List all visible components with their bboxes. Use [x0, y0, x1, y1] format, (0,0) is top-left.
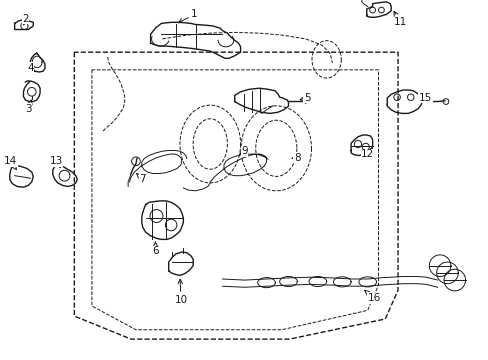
Text: 11: 11 [392, 11, 406, 27]
Text: 8: 8 [291, 153, 300, 163]
Text: 1: 1 [178, 9, 198, 23]
Text: 7: 7 [136, 174, 146, 184]
Text: 13: 13 [49, 156, 63, 168]
Text: 10: 10 [174, 279, 187, 305]
Text: 16: 16 [364, 291, 380, 303]
Text: 14: 14 [4, 156, 18, 170]
Text: 2: 2 [22, 14, 29, 25]
Text: 6: 6 [152, 242, 159, 256]
Text: 5: 5 [300, 93, 310, 103]
Text: 15: 15 [418, 93, 431, 103]
Text: 12: 12 [360, 148, 374, 159]
Text: 4: 4 [27, 63, 35, 73]
Text: 3: 3 [25, 100, 32, 114]
Text: 9: 9 [239, 146, 247, 156]
